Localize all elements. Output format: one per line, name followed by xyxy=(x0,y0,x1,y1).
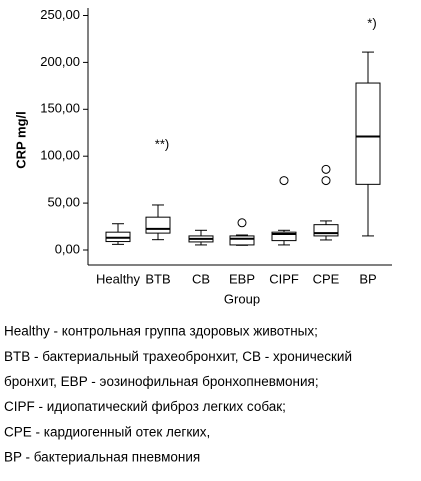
x-tick-label: Healthy xyxy=(96,271,141,286)
annotation: **) xyxy=(155,136,169,151)
caption-line: BTB - бактериальный трахеобронхит, CB - … xyxy=(4,349,352,364)
caption-line: CPE - кардиогенный отек легких, xyxy=(4,424,210,439)
x-tick-label: CIPF xyxy=(269,271,299,286)
caption-line: CIPF - идиопатический фиброз легких соба… xyxy=(4,399,286,414)
x-tick-label: BP xyxy=(359,271,376,286)
y-tick-label: 0,00 xyxy=(55,241,80,256)
y-tick-label: 150,00 xyxy=(40,101,80,116)
x-tick-label: EBP xyxy=(229,271,255,286)
outlier xyxy=(321,164,331,174)
x-tick-label: BTB xyxy=(145,271,170,286)
x-axis-label: Group xyxy=(224,291,260,306)
annotation: *) xyxy=(367,16,376,31)
caption-line: BP - бактериальная пневмония xyxy=(4,450,200,465)
box xyxy=(271,231,297,242)
outlier xyxy=(321,176,331,186)
box xyxy=(313,224,339,237)
x-tick-label: CB xyxy=(192,271,210,286)
y-tick-label: 100,00 xyxy=(40,148,80,163)
y-axis-label: CRP mg/l xyxy=(13,111,28,169)
box xyxy=(145,216,171,234)
outlier xyxy=(237,218,247,228)
caption-line: Healthy - контрольная группа здоровых жи… xyxy=(4,324,318,339)
caption-line: бронхит, EBP - эозинофильная бронхопневм… xyxy=(4,374,319,389)
outlier xyxy=(279,176,289,186)
y-tick-label: 200,00 xyxy=(40,54,80,69)
y-tick-label: 250,00 xyxy=(40,7,80,22)
box xyxy=(229,235,255,246)
x-tick-label: CPE xyxy=(313,271,340,286)
y-tick-label: 50,00 xyxy=(47,195,80,210)
box xyxy=(355,82,381,185)
